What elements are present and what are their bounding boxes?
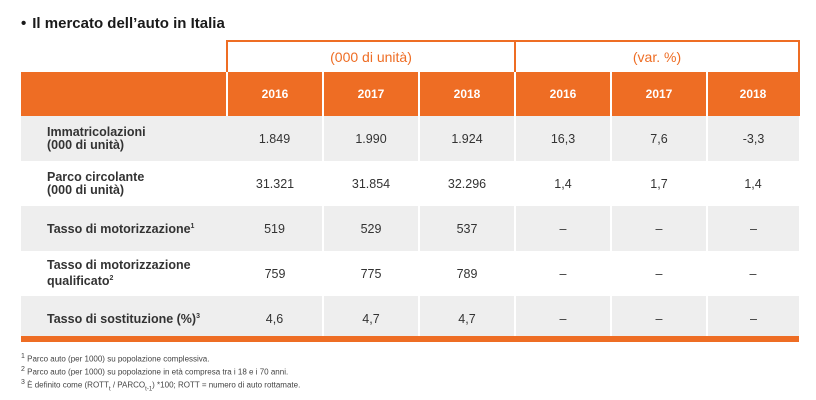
table-cell: 529 xyxy=(323,206,420,251)
footnotes: 1 Parco auto (per 1000) su popolazione c… xyxy=(21,352,300,395)
year-header: 2017 xyxy=(611,72,708,116)
table-cell: 537 xyxy=(419,206,516,251)
header-label-cell xyxy=(21,72,228,116)
table-row: Parco circolante (000 di unità) 31.321 31… xyxy=(21,161,799,206)
table-cell: 789 xyxy=(456,266,478,281)
table-row: Immatricolazioni (000 di unità) 1.849 1.9… xyxy=(21,116,800,161)
table-cell: 1,7 xyxy=(650,176,668,191)
table-cell: – xyxy=(611,296,708,341)
table-cell: – xyxy=(707,296,800,341)
footnote-1: 1 Parco auto (per 1000) su popolazione c… xyxy=(21,353,210,364)
table-row: Tasso di motorizzazione1 519 529 537 – –… xyxy=(21,206,800,251)
table-cell: 775 xyxy=(360,266,382,281)
bullet-icon: • xyxy=(21,15,27,32)
table-cell: 4,6 xyxy=(227,296,324,341)
table-cell: 32.296 xyxy=(447,176,487,191)
year-header: 2018 xyxy=(707,72,801,116)
table-cell: 1,4 xyxy=(744,176,762,191)
row-label: Tasso di motorizzazione qualificato2 xyxy=(47,257,191,289)
group-header-units: (000 di unità) xyxy=(226,40,516,72)
table-cell: – xyxy=(559,266,567,281)
table-cell: – xyxy=(749,266,757,281)
footnote-2: 2 Parco auto (per 1000) su popolazione i… xyxy=(21,366,289,377)
table-cell: 16,3 xyxy=(515,116,612,161)
table-cell: – xyxy=(515,206,612,251)
table-cell: 759 xyxy=(264,266,286,281)
market-table: (000 di unità) (var. %) 2016 2017 2018 2… xyxy=(21,40,801,341)
row-label: Tasso di motorizzazione1 xyxy=(21,206,227,251)
header-blank xyxy=(21,41,227,72)
table-cell: – xyxy=(611,206,708,251)
year-header: 2017 xyxy=(323,72,420,116)
table-cell: 4,7 xyxy=(323,296,420,341)
table-bottom-rule xyxy=(21,336,799,342)
table-cell: – xyxy=(707,206,800,251)
footnote-3: 3 È definito come (ROTTt / PARCOt-1) *10… xyxy=(21,379,301,393)
title-text: Il mercato dell’auto in Italia xyxy=(32,15,225,32)
table-cell: 1.849 xyxy=(227,116,324,161)
row-label: Tasso di sostituzione (%)3 xyxy=(21,296,227,341)
year-header: 2016 xyxy=(227,72,324,116)
table-cell: – xyxy=(655,266,663,281)
table-cell: 519 xyxy=(227,206,324,251)
group-header-variation: (var. %) xyxy=(513,40,801,72)
table-cell: 31.321 xyxy=(255,176,295,191)
table-row: Tasso di sostituzione (%)3 4,6 4,7 4,7 –… xyxy=(21,296,800,341)
table-cell: 7,6 xyxy=(611,116,708,161)
table-cell: -3,3 xyxy=(707,116,800,161)
table-cell: 1.990 xyxy=(323,116,420,161)
table-cell: 31.854 xyxy=(351,176,391,191)
table-cell: – xyxy=(515,296,612,341)
table-cell: 4,7 xyxy=(419,296,516,341)
row-label: Immatricolazioni (000 di unità) xyxy=(21,116,227,161)
table-title: • Il mercato dell’auto in Italia xyxy=(21,15,225,32)
year-header: 2016 xyxy=(515,72,612,116)
year-header: 2018 xyxy=(419,72,516,116)
table-row: Tasso di motorizzazione qualificato2 759 … xyxy=(21,251,799,296)
table-cell: 1.924 xyxy=(419,116,516,161)
row-label: Parco circolante (000 di unità) xyxy=(47,169,145,197)
table-cell: 1,4 xyxy=(554,176,572,191)
